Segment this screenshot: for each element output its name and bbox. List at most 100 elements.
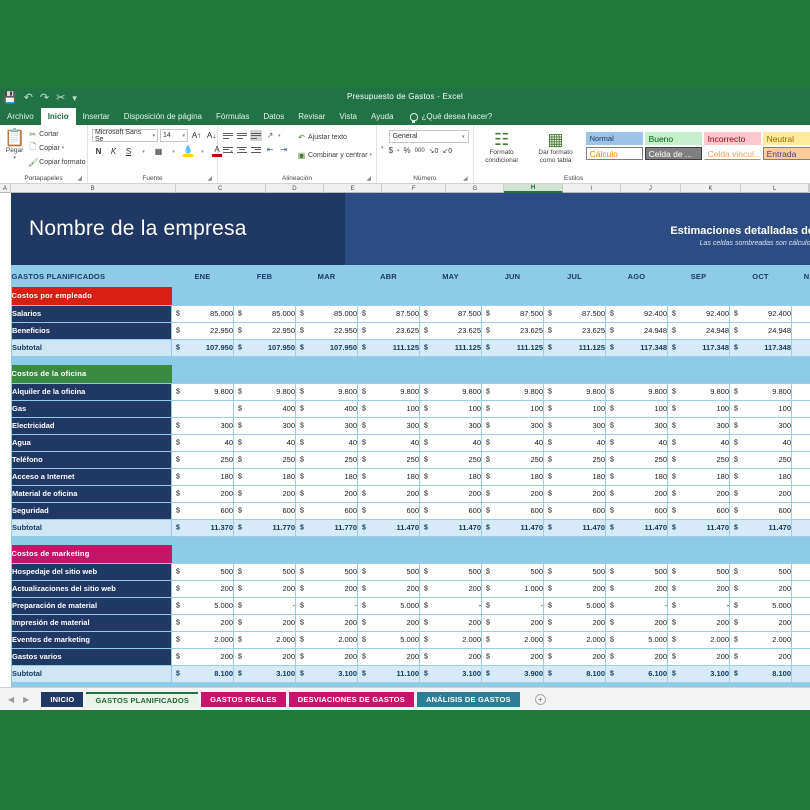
value-cell[interactable]: $200: [357, 613, 420, 632]
tab-inicio[interactable]: Inicio: [40, 108, 76, 125]
value-cell[interactable]: $300: [543, 416, 606, 435]
value-cell[interactable]: $300: [481, 416, 544, 435]
cut-button[interactable]: ✂ Cortar: [28, 128, 85, 140]
value-cell[interactable]: $92.400: [667, 304, 730, 323]
value-cell[interactable]: $600: [729, 501, 792, 520]
increase-font-size-icon[interactable]: A↑: [191, 131, 202, 140]
style-incorrecto[interactable]: Incorrecto: [703, 132, 761, 145]
calculated-value-cell[interactable]: $11.370: [171, 518, 234, 537]
value-cell[interactable]: $600: [295, 501, 358, 520]
calculated-value-cell[interactable]: $11.770: [233, 518, 296, 537]
calculated-value-cell[interactable]: $11.470: [543, 518, 606, 537]
value-cell[interactable]: $500: [419, 562, 482, 581]
value-cell[interactable]: $40: [605, 433, 668, 452]
value-cell[interactable]: $2.000: [419, 630, 482, 649]
calculated-value-cell[interactable]: $111.125: [419, 338, 482, 357]
column-header-H[interactable]: H: [504, 184, 563, 193]
value-cell[interactable]: $23.625: [357, 321, 420, 340]
tab-ayuda[interactable]: Ayuda: [371, 112, 394, 121]
percent-format-button[interactable]: %: [403, 146, 411, 155]
paste-caret-icon[interactable]: ▾: [13, 154, 16, 161]
column-header-B[interactable]: B: [11, 184, 176, 193]
row-label[interactable]: Eventos de marketing: [11, 630, 172, 649]
italic-button[interactable]: K: [110, 147, 117, 156]
sheet-tab-desviaciones-de-gastos[interactable]: DESVIACIONES DE GASTOS: [288, 691, 414, 707]
comma-format-button[interactable]: 000: [414, 147, 425, 154]
row-label[interactable]: Preparación de material: [11, 596, 172, 615]
column-header-G[interactable]: G: [446, 184, 505, 193]
sheet-tab-inicio[interactable]: INICIO: [41, 691, 84, 707]
column-header-E[interactable]: E: [324, 184, 383, 193]
value-cell[interactable]: $2.000: [729, 630, 792, 649]
value-cell[interactable]: $600: [667, 501, 730, 520]
value-cell[interactable]: $300: [419, 416, 482, 435]
value-cell[interactable]: $200: [171, 579, 234, 598]
row-label[interactable]: Material de oficina: [11, 484, 172, 503]
calculated-value-cell[interactable]: $8.100: [729, 664, 792, 683]
value-cell[interactable]: $200: [357, 579, 420, 598]
value-cell[interactable]: $ -: [295, 596, 358, 615]
calculated-value-cell[interactable]: $111.125: [481, 338, 544, 357]
value-cell[interactable]: $40: [171, 433, 234, 452]
column-header-M[interactable]: [808, 184, 810, 193]
undo-icon[interactable]: ↶: [23, 91, 33, 104]
fill-color-button[interactable]: 💧: [182, 146, 194, 157]
value-cell[interactable]: $200: [543, 579, 606, 598]
format-as-table-button[interactable]: ▦ Dar formato como tabla: [532, 129, 580, 164]
column-header-K[interactable]: K: [681, 184, 742, 193]
calculated-value-cell[interactable]: $117.348: [605, 338, 668, 357]
calculated-value-cell[interactable]: $117.348: [729, 338, 792, 357]
row-label[interactable]: Acceso a Internet: [11, 467, 172, 486]
value-cell[interactable]: $9.800: [357, 382, 420, 401]
chevron-down-icon[interactable]: ▾: [152, 132, 155, 139]
value-cell[interactable]: $40: [729, 433, 792, 452]
value-cell[interactable]: $200: [667, 579, 730, 598]
merge-center-button[interactable]: ▣ Combinar y centrar ▾: [297, 149, 372, 161]
value-cell[interactable]: $180: [233, 467, 296, 486]
row-label[interactable]: Actualizaciones del sitio web: [11, 579, 172, 598]
style-neutral[interactable]: Neutral: [762, 132, 810, 145]
value-cell[interactable]: [791, 399, 810, 418]
row-label[interactable]: Seguridad: [11, 501, 172, 520]
tab-insertar[interactable]: Insertar: [82, 112, 110, 121]
value-cell[interactable]: $9.800: [419, 382, 482, 401]
increase-indent-icon[interactable]: ⇥: [280, 145, 288, 154]
value-cell[interactable]: $180: [667, 467, 730, 486]
row-label[interactable]: Alquiler de la oficina: [11, 382, 172, 401]
value-cell[interactable]: [791, 467, 810, 486]
calculated-value-cell[interactable]: $3.100: [233, 664, 296, 683]
value-cell[interactable]: $5.000: [357, 596, 420, 615]
format-painter-button[interactable]: 🖌 Copiar formato: [28, 156, 85, 168]
value-cell[interactable]: [791, 321, 810, 340]
calculated-value-cell[interactable]: [791, 518, 810, 537]
value-cell[interactable]: $200: [233, 613, 296, 632]
value-cell[interactable]: $2.000: [295, 630, 358, 649]
value-cell[interactable]: $200: [667, 613, 730, 632]
value-cell[interactable]: $ -: [419, 596, 482, 615]
value-cell[interactable]: $200: [295, 613, 358, 632]
borders-icon[interactable]: ▦: [154, 147, 163, 156]
value-cell[interactable]: $40: [543, 433, 606, 452]
value-cell[interactable]: [791, 596, 810, 615]
value-cell[interactable]: $40: [295, 433, 358, 452]
value-cell[interactable]: $600: [171, 501, 234, 520]
value-cell[interactable]: $200: [481, 613, 544, 632]
align-bottom-icon[interactable]: [250, 130, 262, 141]
value-cell[interactable]: $87.500: [419, 304, 482, 323]
value-cell[interactable]: $200: [729, 613, 792, 632]
value-cell[interactable]: $ -: [667, 596, 730, 615]
merge-caret-icon[interactable]: ▾: [369, 152, 373, 158]
value-cell[interactable]: $250: [295, 450, 358, 469]
value-cell[interactable]: $500: [357, 562, 420, 581]
value-cell[interactable]: $500: [295, 562, 358, 581]
value-cell[interactable]: $5.000: [605, 630, 668, 649]
value-cell[interactable]: $200: [729, 484, 792, 503]
value-cell[interactable]: $500: [729, 562, 792, 581]
value-cell[interactable]: $500: [667, 562, 730, 581]
underline-button[interactable]: S: [125, 147, 132, 156]
value-cell[interactable]: $100: [419, 399, 482, 418]
value-cell[interactable]: $40: [667, 433, 730, 452]
value-cell[interactable]: $200: [419, 647, 482, 666]
increase-decimal-icon[interactable]: ↘0: [428, 147, 439, 155]
value-cell[interactable]: [791, 562, 810, 581]
